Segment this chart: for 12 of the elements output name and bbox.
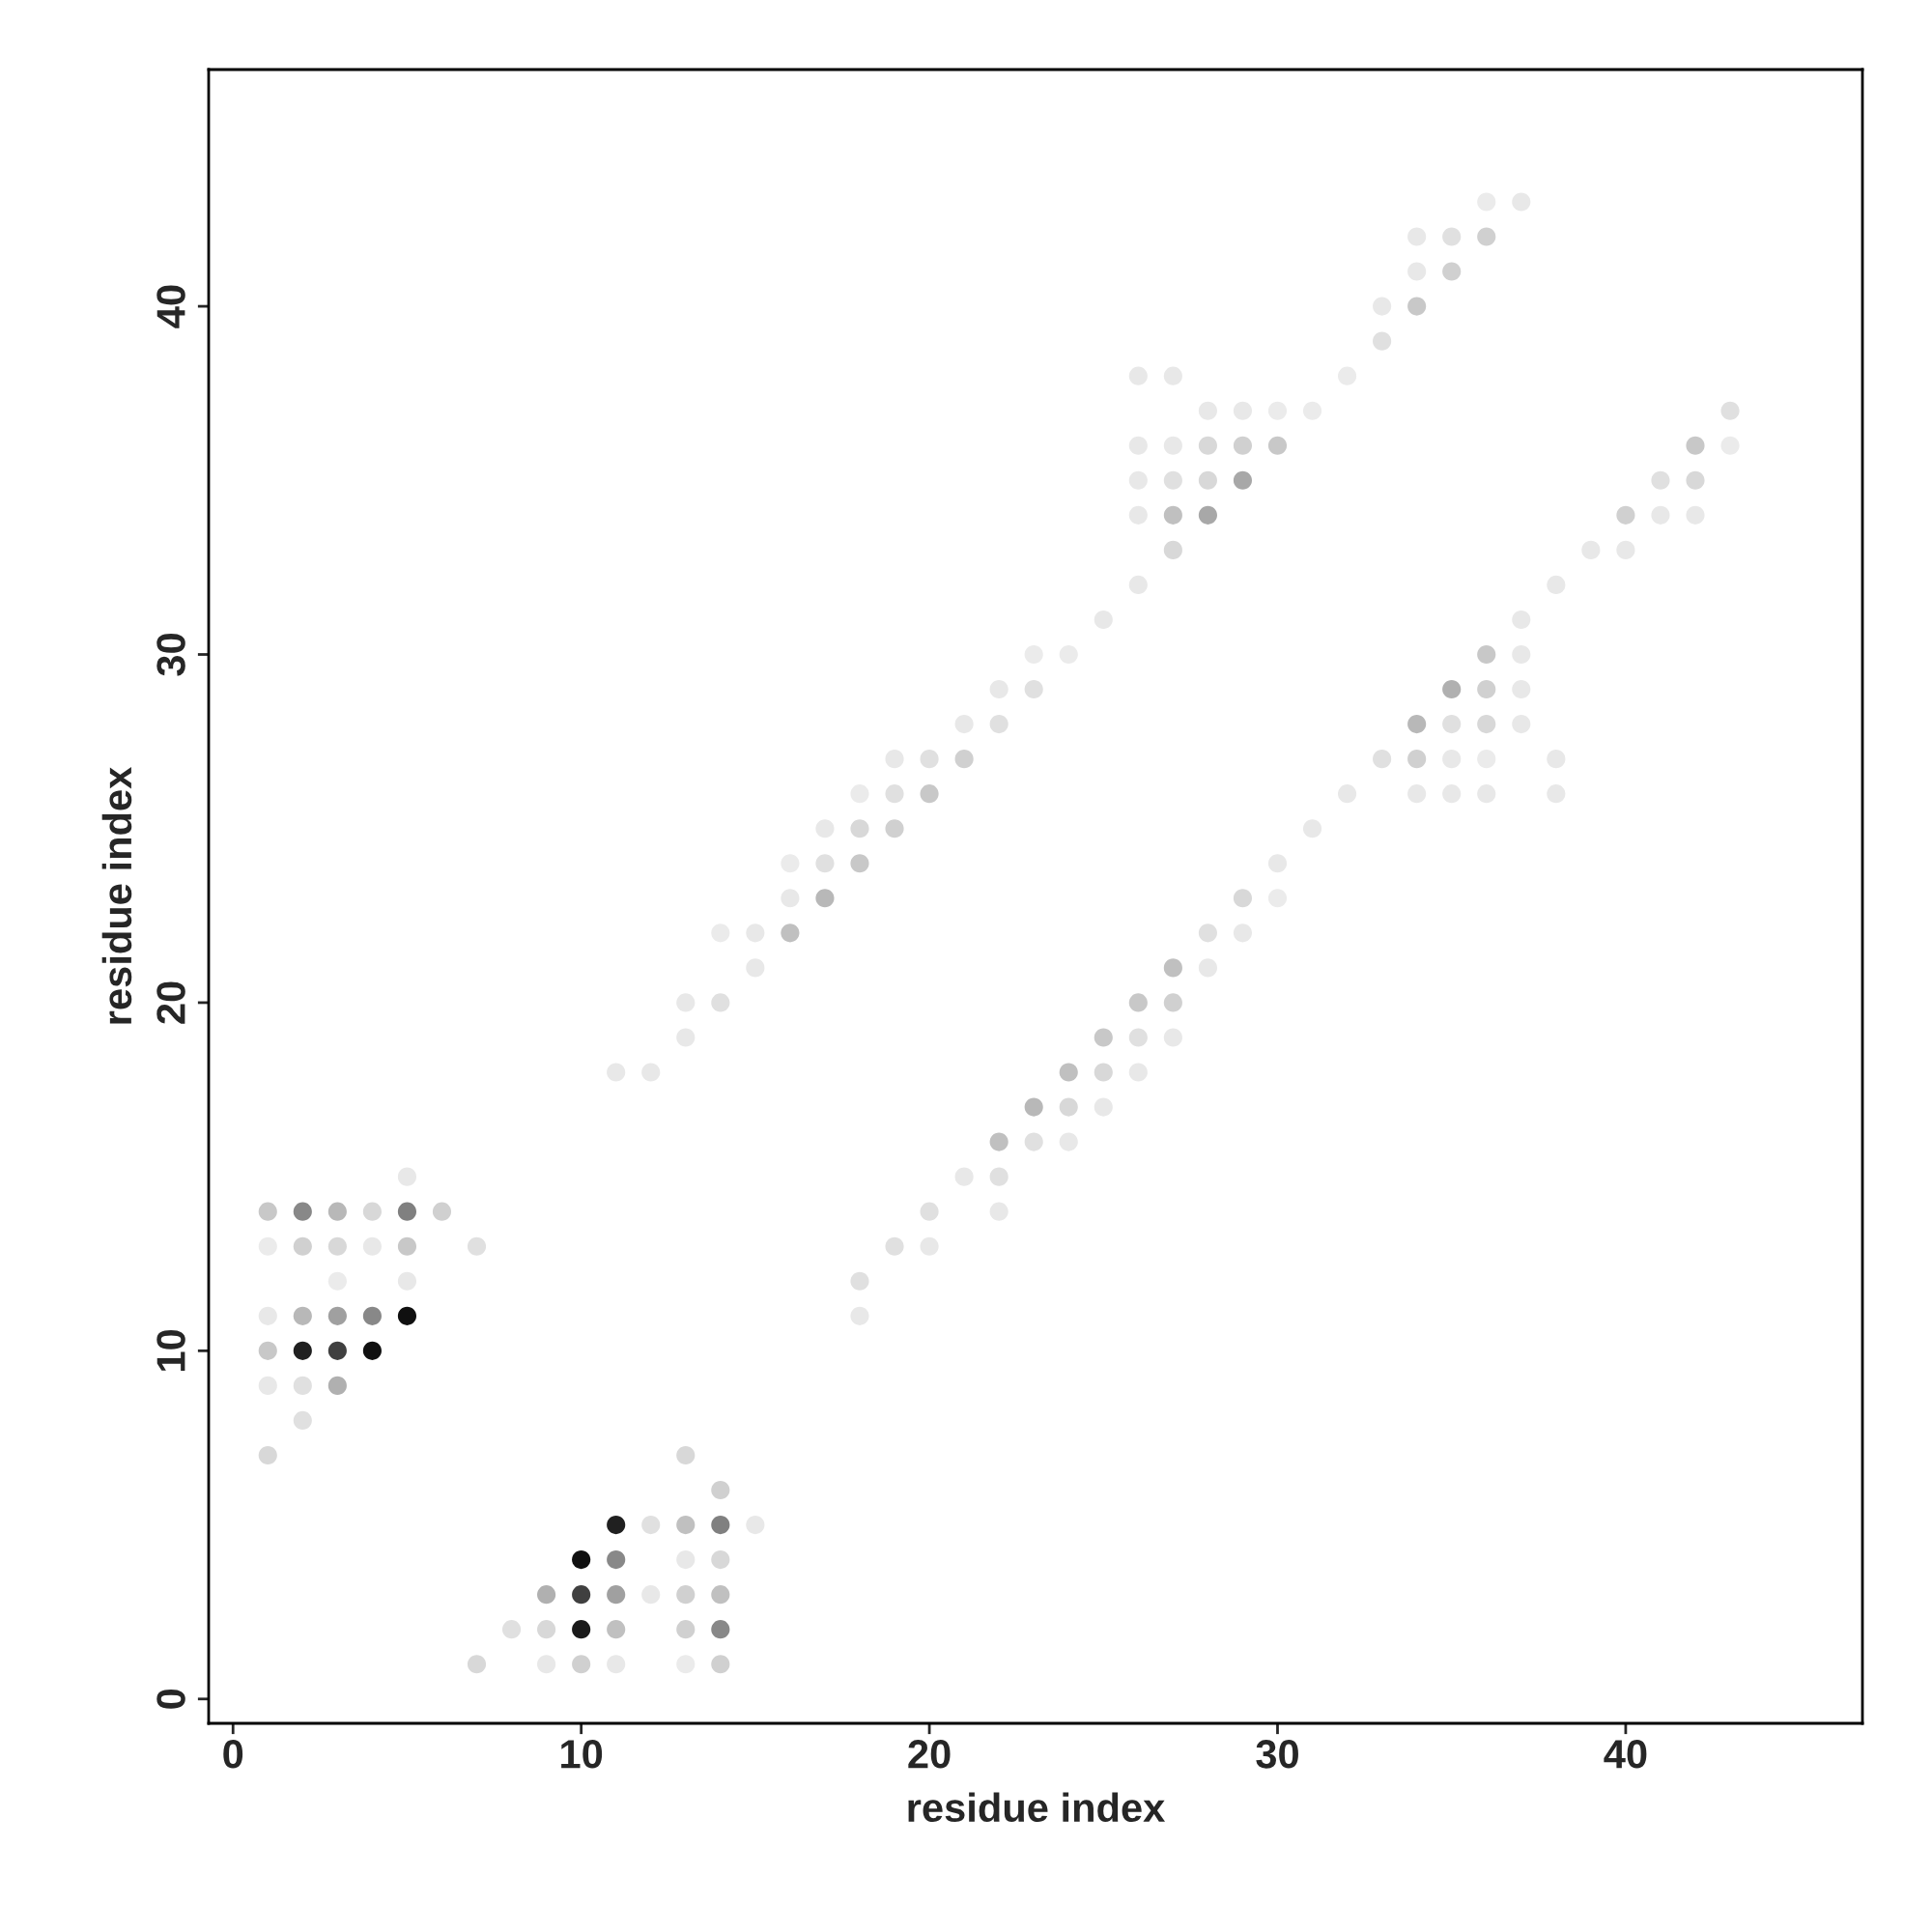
y-axis-title: residue index	[101, 766, 132, 1024]
y-tick-label: 0	[156, 1689, 185, 1709]
y-tick-label: 40	[156, 285, 185, 328]
x-tick-label: 10	[561, 1740, 603, 1769]
x-tick-label: 0	[223, 1740, 243, 1769]
x-axis-title: residue index	[908, 1792, 1166, 1823]
y-tick-label: 30	[156, 634, 185, 676]
x-tick-label: 30	[1256, 1740, 1298, 1769]
y-tick-label: 20	[156, 981, 185, 1024]
x-tick-label: 20	[908, 1740, 951, 1769]
y-tick-label: 10	[156, 1329, 185, 1371]
x-tick-label: 40	[1604, 1740, 1647, 1769]
